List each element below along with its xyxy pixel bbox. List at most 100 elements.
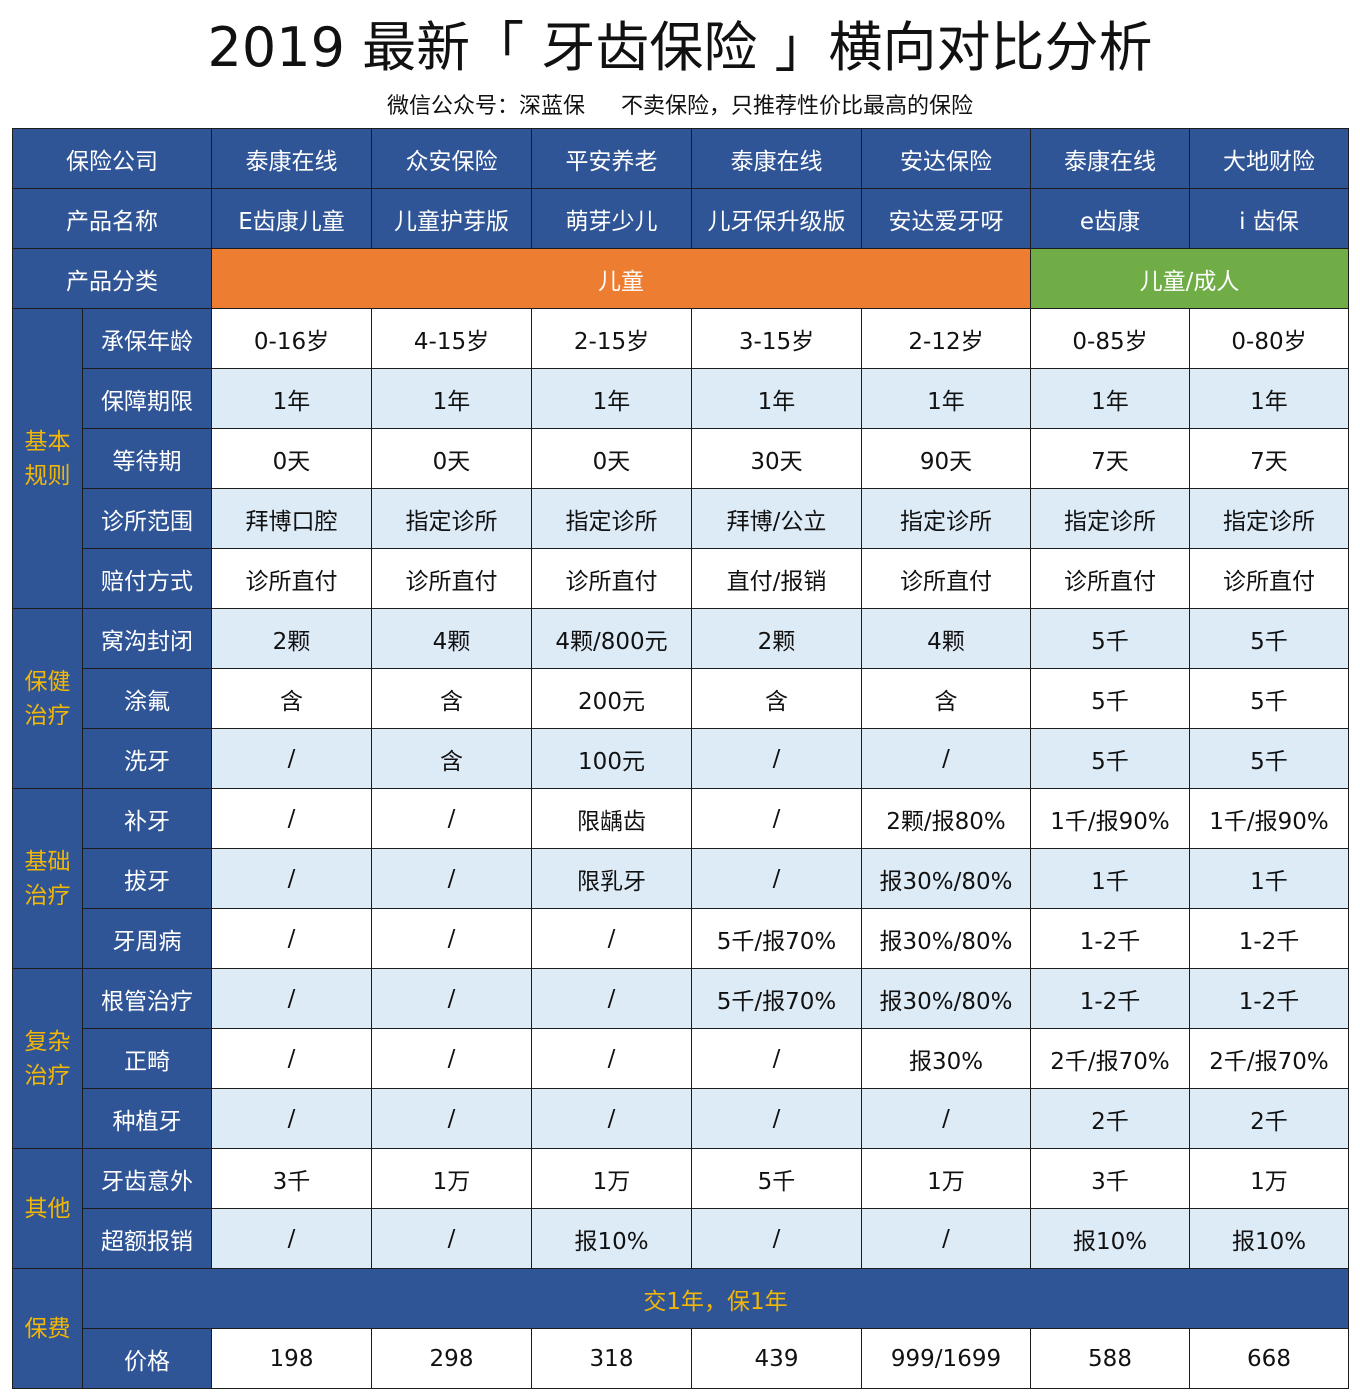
company-row-label: 保险公司 [12,128,212,189]
value-cell: 2千 [1030,1088,1190,1149]
company-cell: 大地财险 [1189,128,1349,189]
row-label: 洗牙 [82,728,212,789]
product-row: 产品名称 E齿康儿童 儿童护芽版 萌芽少儿 儿牙保升级版 安达爱牙呀 e齿康 i 齿保 [12,188,1349,249]
price-cell: 999/1699 [861,1328,1031,1389]
product-row-label: 产品名称 [12,188,212,249]
value-cell: 2-15岁 [531,308,692,369]
value-cell: 1千/报90% [1189,788,1349,849]
value-cell: 4颗 [861,608,1031,669]
value-cell: / [531,968,692,1029]
value-cell: 报10% [1189,1208,1349,1269]
value-cell: 3-15岁 [691,308,862,369]
value-cell: 0-80岁 [1189,308,1349,369]
price-label: 价格 [82,1328,212,1389]
value-cell: / [861,728,1031,789]
table-row: 赔付方式 诊所直付 诊所直付 诊所直付 直付/报销 诊所直付 诊所直付 诊所直付 [13,548,1349,609]
price-cell: 588 [1030,1328,1190,1389]
value-cell: / [531,908,692,969]
value-cell: / [211,1208,372,1269]
value-cell: 含 [691,668,862,729]
value-cell: 报10% [1030,1208,1190,1269]
price-row: 价格 198 298 318 439 999/1699 588 668 [13,1328,1349,1389]
row-label: 窝沟封闭 [82,608,212,669]
page-title: 2019 最新「 牙齿保险 」横向对比分析 [207,16,1153,79]
value-cell: / [861,1208,1031,1269]
table-row: 复杂治疗 根管治疗 / //5千/报70% 报30%/80% 1-2千 1-2千 [12,968,1349,1149]
value-cell: / [691,788,862,849]
value-cell: 指定诊所 [1030,488,1190,549]
value-cell: 报30%/80% [861,848,1031,909]
value-cell: 5千 [1189,728,1349,789]
type-child-adult-cell: 儿童/成人 [1030,248,1349,309]
value-cell: 指定诊所 [861,488,1031,549]
product-cell: 萌芽少儿 [531,188,692,249]
value-cell: / [211,1088,372,1149]
value-cell: 1-2千 [1189,968,1349,1029]
value-cell: 2-12岁 [861,308,1031,369]
value-cell: 1万 [861,1148,1031,1209]
row-label: 牙齿意外 [82,1148,212,1209]
company-cell: 泰康在线 [211,128,372,189]
row-label: 种植牙 [82,1088,212,1149]
value-cell: 4-15岁 [371,308,532,369]
table-row: 牙周病 / //5千/报70% 报30%/80% 1-2千 1-2千 [13,908,1349,969]
value-cell: 诊所直付 [861,548,1031,609]
value-cell: 1年 [371,368,532,429]
value-cell: / [691,728,862,789]
row-label: 补牙 [82,788,212,849]
value-cell: 指定诊所 [1189,488,1349,549]
value-cell: / [861,1088,1031,1149]
value-cell: 1千/报90% [1030,788,1190,849]
value-cell: 含 [211,668,372,729]
value-cell: 1千 [1189,848,1349,909]
value-cell: / [691,1088,862,1149]
table-row: 保健治疗 窝沟封闭 2颗 4颗 4颗/800元 2颗 4颗 5千 5千 [12,608,1349,789]
value-cell: 4颗/800元 [531,608,692,669]
value-cell: 1-2千 [1030,968,1190,1029]
product-cell: e齿康 [1030,188,1190,249]
value-cell: 诊所直付 [371,548,532,609]
value-cell: 1年 [1189,368,1349,429]
value-cell: 0-85岁 [1030,308,1190,369]
value-cell: 诊所直付 [211,548,372,609]
value-cell: 5千/报70% [691,968,862,1029]
value-cell: 2千 [1189,1088,1349,1149]
value-cell: 1年 [691,368,862,429]
table-row: 超额报销 / / 报10% / / 报10% 报10% [13,1208,1349,1269]
value-cell: 1万 [1189,1148,1349,1209]
value-cell: / [211,908,372,969]
row-label: 保障期限 [82,368,212,429]
premium-term-row: 保费 交1年，保1年 [12,1268,1349,1389]
value-cell: / [211,848,372,909]
value-cell: / [371,848,532,909]
category-label: 复杂治疗 [12,968,83,1149]
value-cell: 5千 [691,1148,862,1209]
value-cell: 限龋齿 [531,788,692,849]
comparison-table: 保险公司 泰康在线 众安保险 平安养老 泰康在线 安达保险 泰康在线 大地财险 产品名称 E齿康儿… [12,128,1349,1389]
value-cell: / [371,1088,532,1149]
table-row: 保障期限 1年 1年 1年 1年 1年 1年 1年 [13,368,1349,429]
value-cell: 200元 [531,668,692,729]
value-cell: 1万 [531,1148,692,1209]
table-row: 正畸 / / / / 报30% 2千/报70% 2千/报70% [13,1028,1349,1089]
row-label: 超额报销 [82,1208,212,1269]
value-cell: 1万 [371,1148,532,1209]
value-cell: 2颗 [691,608,862,669]
table-row: 涂氟含含 200元含含 5千 5千 [13,668,1349,729]
value-cell: 报30% [861,1028,1031,1089]
value-cell: / [371,968,532,1029]
category-label-text: 基础治疗 [24,848,71,909]
price-cell: 298 [371,1328,532,1389]
value-cell: 报10% [531,1208,692,1269]
value-cell: 0天 [211,428,372,489]
row-label: 拔牙 [82,848,212,909]
value-cell: 1年 [531,368,692,429]
table-row: 等待期 0天 0天 0天 30天 90天 7天 7天 [13,428,1349,489]
value-cell: 指定诊所 [531,488,692,549]
category-label-text: 保费 [24,1315,71,1342]
product-cell: 安达爱牙呀 [861,188,1031,249]
value-cell: / [531,1088,692,1149]
value-cell: 3千 [1030,1148,1190,1209]
premium-term-note: 交1年，保1年 [82,1268,1349,1329]
table-row: 基础治疗 补牙 / / 限龋齿/2颗/报80% 1千/报90% 1千/报90% [12,788,1349,969]
